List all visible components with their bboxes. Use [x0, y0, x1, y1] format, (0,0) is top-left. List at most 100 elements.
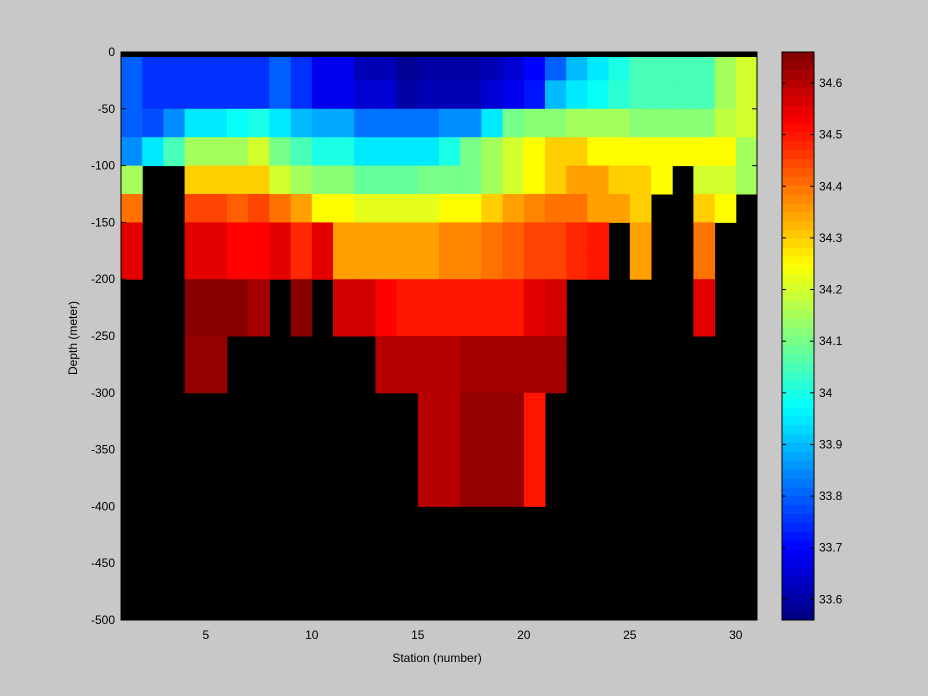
colorbar-swatch	[782, 202, 814, 213]
heatmap-cell	[460, 108, 482, 138]
heatmap-cell	[290, 307, 313, 337]
heatmap-cell	[205, 250, 228, 280]
heatmap-cell	[142, 108, 164, 138]
heatmap-cell	[375, 364, 398, 394]
heatmap-cell	[735, 108, 758, 138]
heatmap-cell	[545, 364, 567, 394]
heatmap-cell	[439, 279, 461, 309]
heatmap-cell	[439, 421, 461, 451]
heatmap-cell	[693, 137, 716, 167]
heatmap-cell	[354, 279, 376, 309]
colorbar-swatch	[782, 611, 814, 621]
colorbar-swatch	[782, 593, 814, 603]
heatmap-cell	[184, 250, 207, 280]
heatmap-cell	[502, 336, 525, 365]
colorbar-swatch	[782, 380, 814, 390]
heatmap-cell	[651, 165, 673, 195]
heatmap-cell	[693, 307, 716, 337]
heatmap-cell	[248, 194, 270, 223]
heatmap-cell	[311, 222, 334, 252]
heatmap-cell	[651, 108, 673, 138]
colorbar-swatch	[782, 167, 814, 177]
heatmap-cell	[523, 222, 546, 252]
heatmap-cell	[248, 250, 270, 280]
heatmap-cell	[502, 392, 525, 422]
heatmap-cell	[481, 336, 504, 365]
heatmap-cell	[523, 421, 546, 451]
heatmap-cell	[163, 80, 186, 110]
heatmap-cell	[375, 307, 398, 337]
heatmap-cell	[439, 364, 461, 394]
heatmap-cell	[714, 137, 737, 167]
heatmap-cell	[481, 307, 504, 337]
y-tick-label: -200	[91, 272, 115, 286]
heatmap-cell	[481, 137, 504, 167]
heatmap-cell	[333, 165, 355, 195]
heatmap-cell	[333, 222, 355, 252]
heatmap-cell	[354, 222, 376, 252]
heatmap-cell	[439, 80, 461, 110]
colorbar-swatch	[782, 114, 814, 124]
heatmap-cell	[417, 165, 440, 195]
heatmap-cell	[375, 80, 398, 110]
colorbar-swatch	[782, 398, 814, 408]
heatmap-cell	[460, 364, 482, 394]
x-axis-label: Station (number)	[392, 651, 481, 665]
heatmap-cell	[439, 165, 461, 195]
heatmap-cell	[608, 80, 631, 110]
heatmap-cell	[587, 222, 610, 252]
colorbar-swatch	[782, 327, 814, 337]
heatmap-cell	[227, 307, 249, 337]
heatmap-cell	[545, 108, 567, 138]
heatmap-cell	[735, 57, 758, 81]
colorbar-swatch	[782, 433, 814, 443]
heatmap-cell	[354, 194, 376, 223]
heatmap-cell	[460, 449, 482, 479]
heatmap-cell	[481, 222, 504, 252]
heatmap-cell	[460, 80, 482, 110]
heatmap-cell	[566, 108, 588, 138]
heatmap-cell	[545, 336, 567, 365]
heatmap-cell	[396, 165, 419, 195]
heatmap-cell	[481, 108, 504, 138]
heatmap-cell	[629, 194, 652, 223]
heatmap-cell	[693, 108, 716, 138]
colorbar-swatch	[782, 602, 814, 612]
heatmap-cell	[566, 57, 588, 81]
heatmap-cell	[566, 222, 588, 252]
heatmap-cell	[333, 80, 355, 110]
colorbar-swatch	[782, 362, 814, 372]
heatmap-cell	[672, 137, 694, 167]
heatmap-cell	[439, 137, 461, 167]
heatmap-cell	[629, 137, 652, 167]
colorbar-tick-label: 34.5	[819, 128, 843, 142]
heatmap-cell	[481, 421, 504, 451]
heatmap-cell	[502, 307, 525, 337]
heatmap-cell	[481, 194, 504, 223]
heatmap-cell	[248, 307, 270, 337]
heatmap-cell	[629, 80, 652, 110]
colorbar-swatch	[782, 265, 814, 275]
colorbar-swatch	[782, 96, 814, 106]
colorbar: 33.6 33.7 33.8 33.9 34 34.1 34.2 34.3 34.4 34.5 34…	[781, 51, 843, 621]
colorbar-swatch	[782, 407, 814, 417]
colorbar-swatch	[782, 344, 814, 355]
heatmap-cell	[333, 279, 355, 309]
heatmap-cell	[545, 222, 567, 252]
heatmap-cell	[396, 80, 419, 110]
heatmap-cell	[205, 165, 228, 195]
heatmap-cell	[205, 336, 228, 365]
heatmap-cell	[227, 250, 249, 280]
heatmap-cell	[460, 165, 482, 195]
heatmap-cell	[481, 478, 504, 507]
heatmap-cell	[333, 250, 355, 280]
heatmap-cell	[502, 137, 525, 167]
heatmap-cell	[417, 137, 440, 167]
colorbar-swatch	[782, 149, 814, 159]
heatmap-cell	[523, 80, 546, 110]
heatmap-cell	[375, 222, 398, 252]
heatmap-cell	[417, 80, 440, 110]
heatmap-cell	[545, 279, 567, 309]
heatmap-cell	[269, 222, 292, 252]
heatmap-cell	[439, 194, 461, 223]
